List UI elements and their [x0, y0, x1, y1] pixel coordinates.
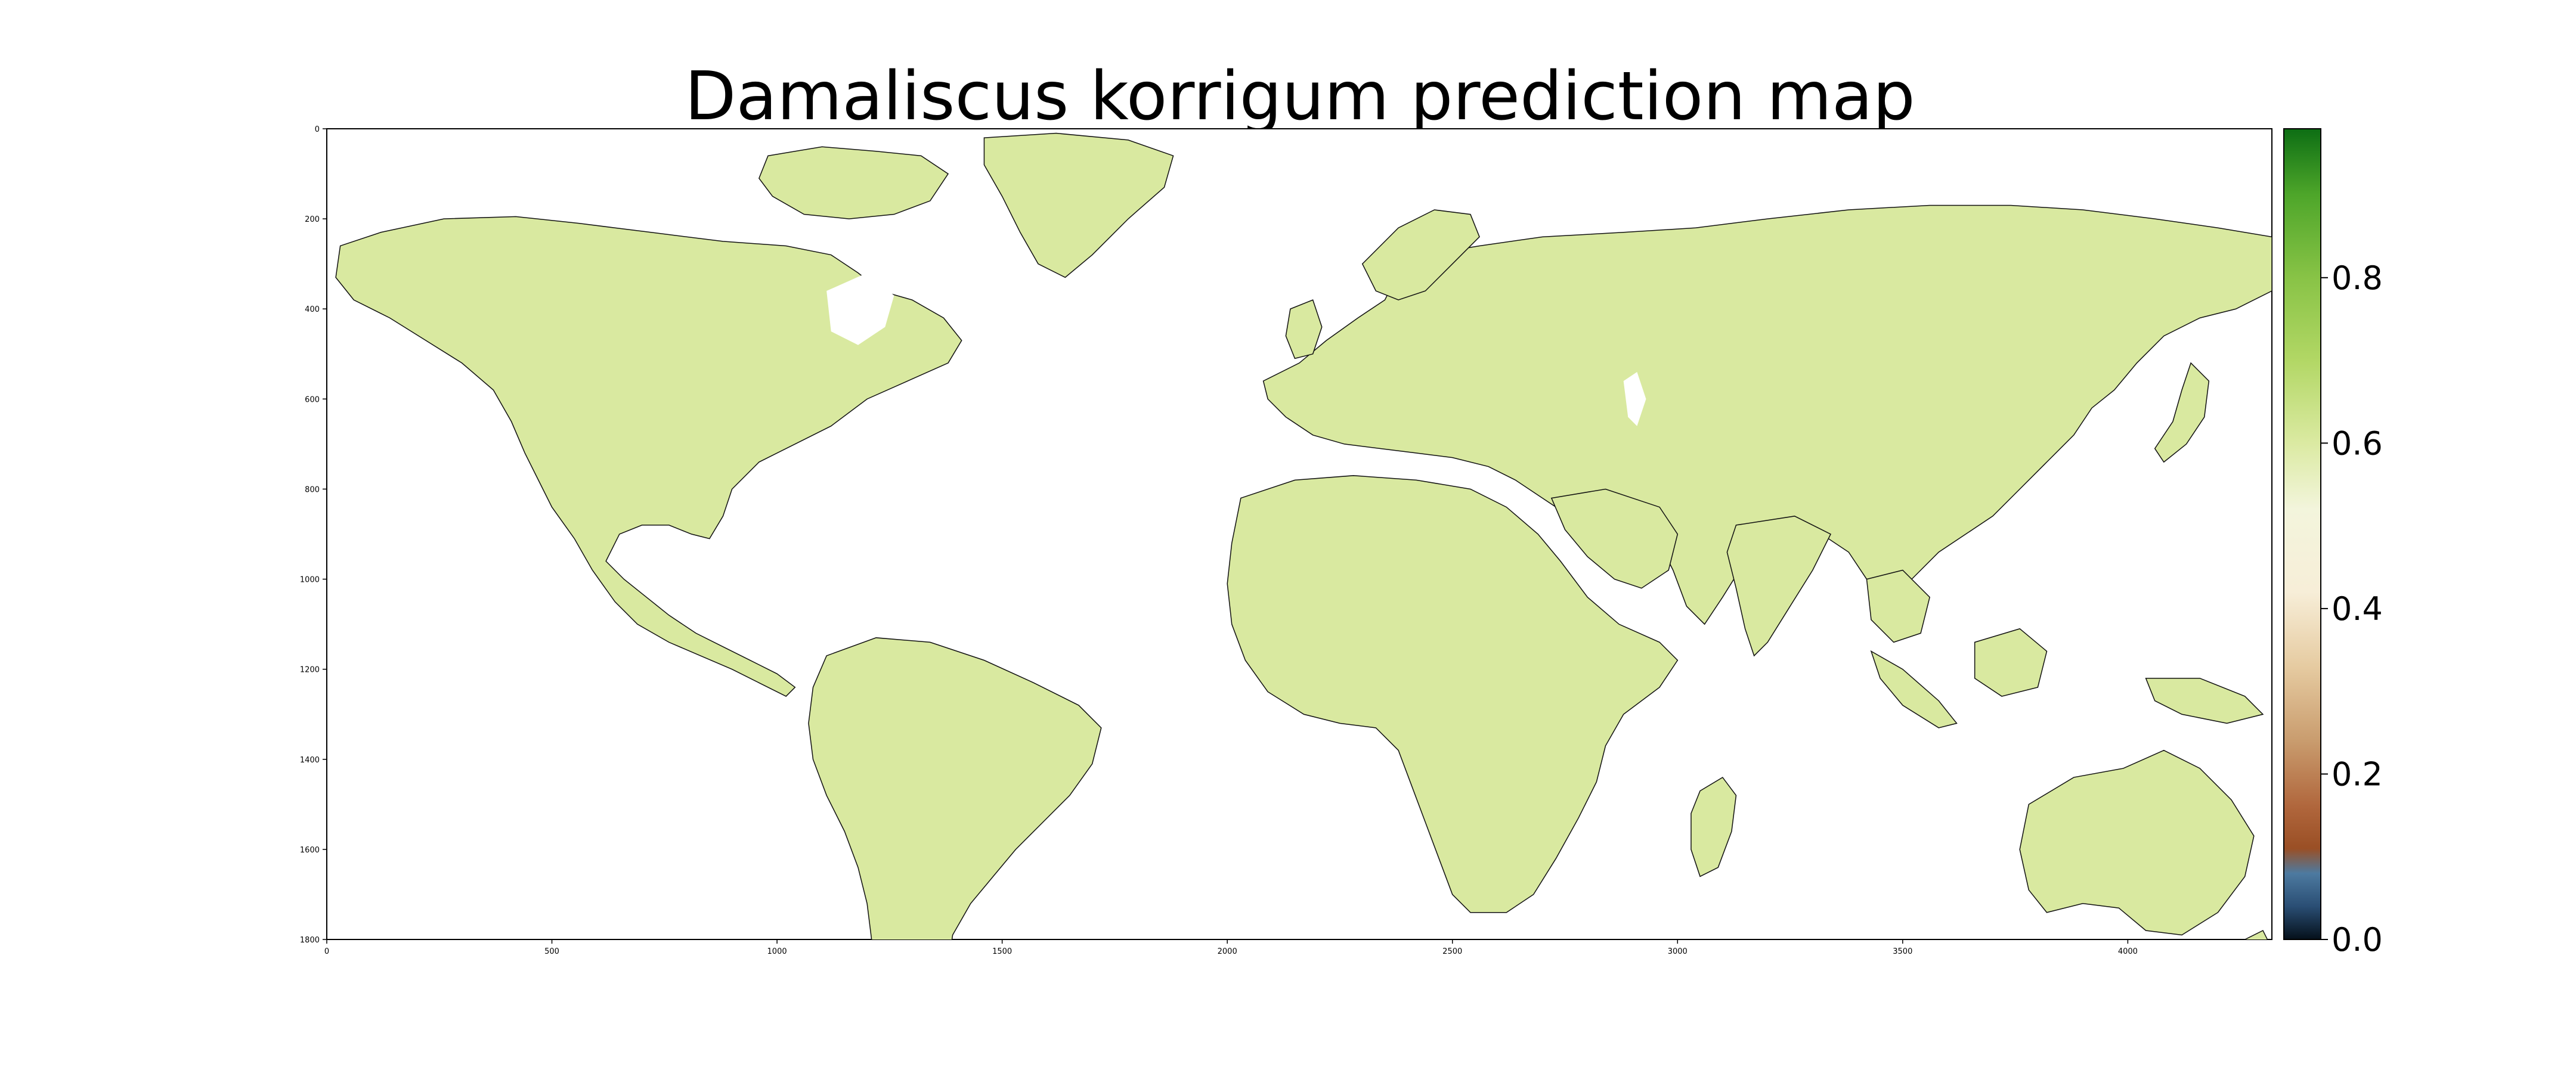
- landmass-eurasia: [1262, 204, 2272, 625]
- y-tick-label: 400: [305, 305, 320, 314]
- map-x-axis: 0 500 1000 1500 2000 2500 3000 3500 4000: [324, 939, 2138, 956]
- y-tick-label: 200: [305, 215, 320, 224]
- y-tick-label: 1200: [300, 666, 320, 675]
- landmass-southeast-asia: [1866, 569, 1930, 643]
- y-tick-label: 1000: [300, 576, 320, 585]
- y-tick-label: 1600: [300, 846, 320, 855]
- colorbar-tick-label: 0.6: [2332, 424, 2383, 462]
- colorbar-axis: 0.0 0.2 0.4 0.6 0.8: [2321, 259, 2383, 959]
- landmass-australia: [2019, 749, 2255, 936]
- x-tick-label: 500: [544, 947, 559, 956]
- landmass-south-america: [808, 637, 1102, 939]
- map-y-axis: 0 200 400 600 800 1000 1200 1400 1600 1800: [300, 125, 327, 945]
- x-tick-label: 2500: [1442, 947, 1462, 956]
- y-tick-label: 1400: [300, 756, 320, 765]
- landmass-japan: [2154, 362, 2210, 463]
- map-title: Damaliscus korrigum prediction map: [685, 58, 1915, 135]
- caspian-sea: [1623, 372, 1646, 426]
- landmass-british-isles: [1285, 299, 1323, 359]
- x-tick-label: 0: [324, 947, 329, 956]
- y-tick-label: 600: [305, 395, 320, 404]
- colorbar-tick-label: 0.0: [2332, 921, 2383, 959]
- landmass-india: [1726, 516, 1832, 657]
- y-tick-label: 0: [315, 125, 320, 134]
- x-tick-label: 3000: [1668, 947, 1688, 956]
- landmass-arctic-islands: [758, 146, 949, 219]
- landmass-new-guinea: [2145, 678, 2264, 724]
- landmass-borneo: [1974, 628, 2048, 697]
- landmass-scandinavia: [1361, 209, 1480, 300]
- x-tick-label: 1000: [767, 947, 787, 956]
- hudson-bay: [826, 272, 894, 345]
- x-tick-label: 2000: [1218, 947, 1237, 956]
- colorbar-tick-label: 0.8: [2332, 259, 2383, 297]
- y-tick-label: 1800: [300, 936, 320, 945]
- landmass-greenland: [983, 132, 1174, 278]
- landmass-arabia: [1550, 488, 1679, 589]
- colorbar-tick-label: 0.2: [2332, 755, 2383, 793]
- landmass-sumatra: [1870, 650, 1958, 728]
- landmass-new-zealand: [2244, 929, 2268, 939]
- x-tick-label: 3500: [1893, 947, 1912, 956]
- colorbar-tick-label: 0.4: [2332, 590, 2383, 628]
- x-tick-label: 4000: [2118, 947, 2138, 956]
- landmasses: [335, 132, 2272, 939]
- x-tick-label: 1500: [992, 947, 1012, 956]
- colorbar: [2283, 128, 2321, 940]
- landmass-africa: [1227, 475, 1679, 913]
- landmass-madagascar: [1690, 777, 1737, 877]
- y-tick-label: 800: [305, 485, 320, 494]
